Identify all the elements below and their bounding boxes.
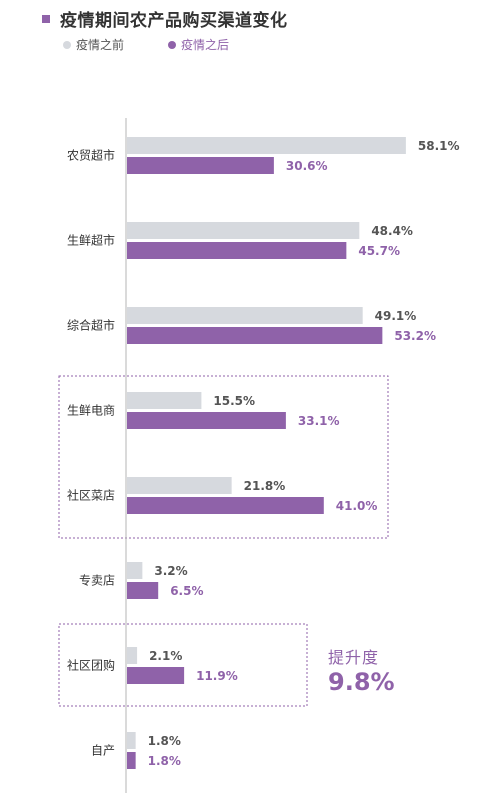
category-label: 自产	[91, 744, 115, 758]
value-label-after: 6.5%	[170, 584, 203, 598]
bar-after	[127, 667, 185, 684]
value-label-after: 53.2%	[394, 329, 436, 343]
legend-item-after: 疫情之后	[168, 36, 229, 53]
bar-before	[127, 392, 202, 409]
bar-before	[127, 222, 360, 239]
uplift-label: 提升度	[328, 648, 380, 667]
value-label-before: 58.1%	[418, 139, 460, 153]
category-label: 生鲜超市	[67, 233, 115, 248]
value-label-after: 30.6%	[286, 159, 328, 173]
bar-before	[127, 307, 363, 324]
bar-before	[127, 647, 138, 664]
uplift-callout: 提升度 9.8%	[328, 644, 395, 696]
value-label-before: 1.8%	[148, 734, 181, 748]
highlight-box-ecommerce	[58, 375, 389, 539]
value-label-before: 15.5%	[213, 394, 255, 408]
value-label-after: 45.7%	[358, 244, 400, 258]
bar-after	[127, 582, 159, 599]
value-label-before: 2.1%	[149, 649, 182, 663]
highlight-box-group-buying	[58, 623, 308, 707]
bar-before	[127, 562, 143, 579]
legend-dot-after-icon	[168, 40, 177, 49]
legend-item-before: 疫情之前	[63, 36, 124, 53]
bar-after	[127, 327, 383, 344]
bar-before	[127, 137, 406, 154]
category-label: 农贸超市	[67, 148, 115, 163]
bar-after	[127, 157, 274, 174]
chart-title: 疫情期间农产品购买渠道变化	[60, 11, 288, 31]
value-label-before: 48.4%	[371, 224, 413, 238]
legend-dot-before-icon	[63, 40, 71, 49]
value-label-after: 11.9%	[196, 669, 238, 683]
bar-after	[127, 412, 286, 429]
uplift-value: 9.8%	[328, 668, 395, 696]
title-marker-icon	[42, 14, 50, 23]
category-label: 社区菜店	[67, 488, 115, 503]
bar-after	[127, 497, 324, 514]
value-label-after: 33.1%	[298, 414, 340, 428]
category-label: 综合超市	[67, 318, 115, 333]
legend-label-after: 疫情之后	[181, 38, 230, 52]
bar-before	[127, 477, 232, 494]
category-label: 生鲜电商	[67, 403, 115, 418]
category-label: 社区团购	[67, 658, 115, 673]
title-row: 疫情期间农产品购买渠道变化	[42, 6, 288, 31]
legend: 疫情之前 疫情之后	[63, 36, 273, 53]
bar-after	[127, 752, 136, 769]
bar-after	[127, 242, 347, 259]
legend-label-before: 疫情之前	[76, 38, 125, 52]
value-label-before: 3.2%	[154, 564, 187, 578]
value-label-before: 21.8%	[244, 479, 286, 493]
value-label-after: 41.0%	[336, 499, 378, 513]
bar-before	[127, 732, 136, 749]
value-label-after: 1.8%	[148, 754, 181, 768]
value-label-before: 49.1%	[375, 309, 417, 323]
category-label: 专卖店	[79, 573, 115, 588]
